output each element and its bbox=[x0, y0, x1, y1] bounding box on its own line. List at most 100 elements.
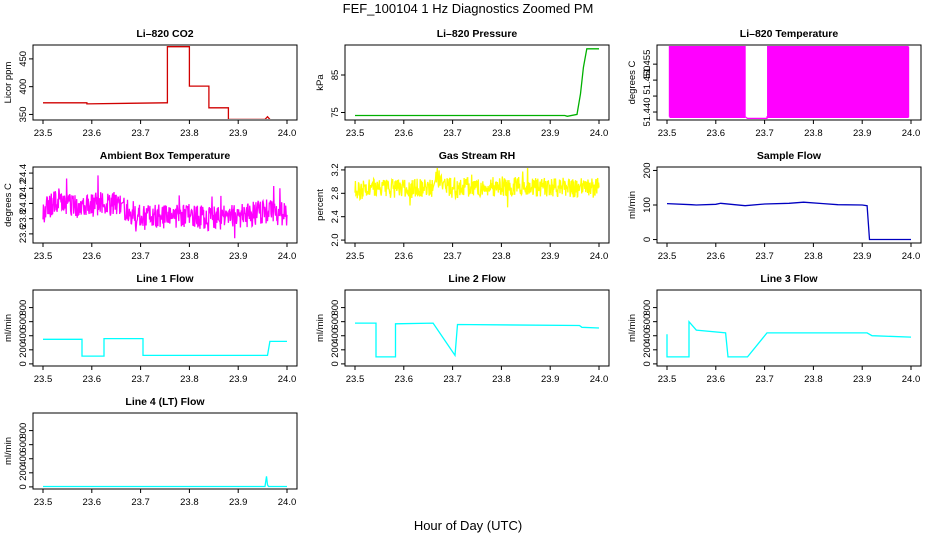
x-tick-label: 23.6 bbox=[707, 128, 726, 139]
y-axis-label: ml/min bbox=[315, 314, 326, 342]
y-tick-label: 800 bbox=[642, 300, 653, 316]
x-tick-label: 23.5 bbox=[34, 497, 53, 508]
x-tick-label: 23.5 bbox=[658, 374, 677, 385]
y-axis-label: ml/min bbox=[3, 437, 14, 465]
x-tick-label: 23.6 bbox=[395, 374, 414, 385]
x-tick-label: 23.6 bbox=[83, 251, 102, 262]
panel-title: Line 4 (LT) Flow bbox=[125, 396, 205, 408]
plot-frame bbox=[32, 44, 298, 121]
x-tick-label: 23.9 bbox=[853, 128, 872, 139]
series-line bbox=[43, 46, 271, 119]
temperature-fill-block bbox=[767, 46, 909, 118]
x-tick-label: 24.0 bbox=[590, 251, 609, 262]
y-tick-label: 450 bbox=[18, 51, 29, 67]
x-tick-label: 23.7 bbox=[755, 251, 774, 262]
x-tick-label: 23.5 bbox=[346, 374, 365, 385]
x-tick-label: 23.8 bbox=[180, 374, 199, 385]
series-line bbox=[354, 168, 600, 208]
y-axis-label: degrees C bbox=[3, 183, 14, 227]
chart-panel-5: Gas Stream RH percent 2.0 2.4 2.8 3.2 23.5 23.6… bbox=[315, 150, 610, 262]
y-tick-label: 0 bbox=[18, 484, 29, 489]
series-line bbox=[666, 319, 912, 358]
x-tick-label: 23.8 bbox=[492, 251, 511, 262]
y-tick-label: 23.8 bbox=[18, 209, 29, 228]
panel-title: Li–820 Pressure bbox=[437, 28, 518, 40]
y-tick-label: 100 bbox=[642, 197, 653, 213]
plot-frame bbox=[344, 289, 610, 367]
x-tick-label: 23.8 bbox=[492, 128, 511, 139]
y-tick-label: 51.450 bbox=[642, 66, 653, 95]
y-tick-label: 75 bbox=[330, 107, 341, 118]
y-tick-label: 400 bbox=[642, 328, 653, 344]
y-axis-label: ml/min bbox=[627, 191, 638, 219]
y-tick-label: 3.2 bbox=[330, 163, 341, 176]
y-axis-label: ml/min bbox=[3, 314, 14, 342]
panel-title: Sample Flow bbox=[757, 150, 822, 162]
x-tick-label: 23.6 bbox=[395, 251, 414, 262]
x-tick-label: 23.9 bbox=[541, 251, 560, 262]
x-tick-label: 23.8 bbox=[804, 251, 823, 262]
figure-title: FEF_100104 1 Hz Diagnostics Zoomed PM bbox=[342, 1, 594, 16]
x-axis-title: Hour of Day (UTC) bbox=[413, 518, 523, 533]
x-tick-label: 23.5 bbox=[34, 374, 53, 385]
y-tick-label: 24.2 bbox=[18, 179, 29, 198]
series-line bbox=[355, 322, 600, 358]
panel-title: Li–820 Temperature bbox=[740, 28, 839, 40]
x-tick-label: 24.0 bbox=[590, 374, 609, 385]
y-axis-label: percent bbox=[315, 189, 326, 221]
series-line bbox=[355, 48, 599, 117]
panel-title: Line 1 Flow bbox=[136, 273, 194, 285]
y-axis-label: degrees C bbox=[627, 60, 638, 104]
x-tick-label: 23.8 bbox=[180, 251, 199, 262]
x-tick-label: 23.7 bbox=[443, 374, 462, 385]
panel-title: Line 2 Flow bbox=[448, 273, 506, 285]
y-tick-label: 0 bbox=[642, 237, 653, 242]
y-tick-label: 85 bbox=[330, 70, 341, 81]
plot-frame bbox=[32, 289, 298, 367]
x-tick-label: 24.0 bbox=[278, 497, 297, 508]
x-tick-label: 23.9 bbox=[229, 497, 248, 508]
y-tick-label: 800 bbox=[18, 300, 29, 316]
chart-panel-6: Sample Flow ml/min 0 100 200 23.5 23.6 23.7 23.8… bbox=[627, 150, 922, 262]
y-tick-label: 2.4 bbox=[330, 210, 341, 223]
x-tick-label: 24.0 bbox=[902, 128, 921, 139]
y-tick-label: 600 bbox=[18, 437, 29, 453]
y-tick-label: 200 bbox=[18, 465, 29, 481]
x-tick-label: 23.5 bbox=[658, 128, 677, 139]
series-line bbox=[43, 476, 287, 488]
panel-title: Gas Stream RH bbox=[439, 150, 515, 162]
x-tick-label: 23.9 bbox=[541, 128, 560, 139]
x-tick-label: 23.9 bbox=[229, 251, 248, 262]
x-tick-label: 23.9 bbox=[853, 374, 872, 385]
x-tick-label: 23.6 bbox=[707, 251, 726, 262]
x-tick-label: 23.7 bbox=[443, 251, 462, 262]
y-tick-label: 400 bbox=[18, 451, 29, 467]
x-tick-label: 24.0 bbox=[278, 374, 297, 385]
series-line bbox=[42, 175, 288, 239]
plot-frame bbox=[344, 44, 610, 121]
x-tick-label: 23.8 bbox=[804, 128, 823, 139]
y-tick-label: 200 bbox=[642, 342, 653, 358]
x-tick-label: 23.8 bbox=[180, 128, 199, 139]
series-line bbox=[43, 337, 287, 357]
panel-title: Line 3 Flow bbox=[760, 273, 818, 285]
y-axis-label: Licor ppm bbox=[3, 62, 14, 104]
x-tick-label: 23.9 bbox=[541, 374, 560, 385]
plot-frame bbox=[32, 412, 298, 490]
x-tick-label: 23.6 bbox=[83, 128, 102, 139]
x-tick-label: 23.9 bbox=[853, 251, 872, 262]
y-tick-label: 200 bbox=[18, 342, 29, 358]
y-tick-label: 600 bbox=[330, 314, 341, 330]
x-tick-label: 23.6 bbox=[83, 374, 102, 385]
x-tick-label: 24.0 bbox=[902, 251, 921, 262]
x-tick-label: 23.6 bbox=[83, 497, 102, 508]
y-tick-label: 0 bbox=[330, 361, 341, 366]
x-tick-label: 23.5 bbox=[34, 251, 53, 262]
y-tick-label: 51.455 bbox=[642, 50, 653, 79]
x-tick-label: 23.8 bbox=[180, 497, 199, 508]
